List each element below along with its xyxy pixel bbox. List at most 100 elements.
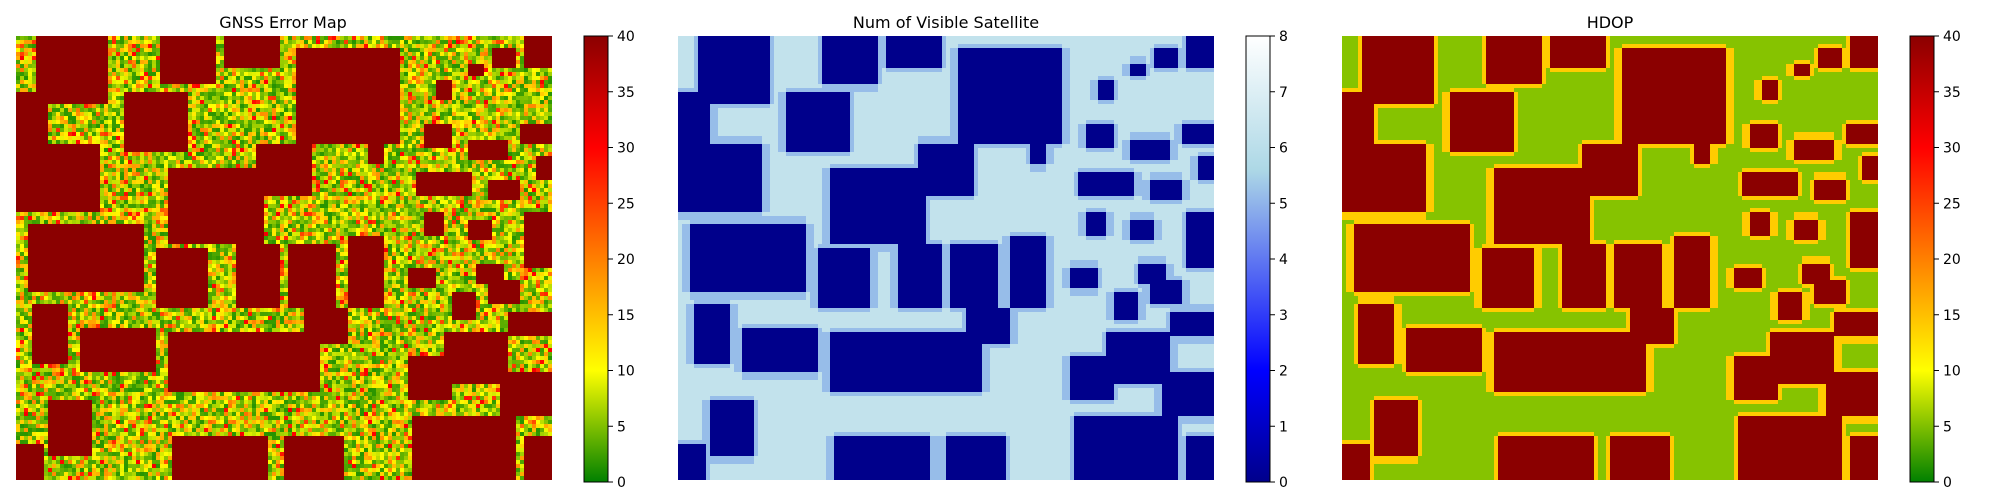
heatmap-cell [324, 92, 328, 96]
heatmap-cell [260, 64, 264, 68]
heatmap-cell [420, 84, 424, 88]
heatmap-cell [320, 60, 324, 64]
heatmap-cell [396, 72, 400, 76]
heatmap-cell [36, 52, 40, 56]
heatmap-cell [436, 48, 440, 52]
heatmap-cell [108, 96, 112, 100]
heatmap-cell [184, 88, 188, 92]
heatmap-cell [68, 72, 72, 76]
heatmap-cell [224, 52, 228, 56]
heatmap-cell [72, 52, 76, 56]
heatmap-cell [352, 72, 356, 76]
heatmap-cell [364, 36, 368, 40]
heatmap-cell [52, 64, 56, 68]
heatmap-cell [156, 52, 160, 56]
heatmap-cell [124, 60, 128, 64]
heatmap-cell [468, 48, 472, 52]
heatmap-cell [332, 52, 336, 56]
heatmap-cell [372, 68, 376, 72]
heatmap-cell [360, 36, 364, 40]
heatmap-cell [152, 100, 156, 104]
heatmap-cell [228, 72, 232, 76]
heatmap-cell [104, 40, 108, 44]
heatmap-cell [372, 36, 376, 40]
heatmap-cell [372, 104, 376, 108]
heatmap-cell [408, 68, 412, 72]
heatmap-cell [196, 60, 200, 64]
heatmap-cell [452, 40, 456, 44]
heatmap-cell [364, 104, 368, 108]
heatmap-cell [416, 44, 420, 48]
heatmap-cell [164, 96, 168, 100]
heatmap-cell [320, 104, 324, 108]
heatmap-cell [268, 52, 272, 56]
heatmap-cell [172, 48, 176, 52]
heatmap-cell [148, 40, 152, 44]
heatmap-cell [516, 76, 520, 80]
heatmap-cell [224, 76, 228, 80]
heatmap-cell [268, 104, 272, 108]
heatmap-cell [352, 80, 356, 84]
heatmap-cell [136, 60, 140, 64]
heatmap-cell [264, 48, 268, 52]
heatmap-cell [236, 40, 240, 44]
heatmap-cell [400, 64, 404, 68]
heatmap-cell [408, 36, 412, 40]
heatmap-cell [452, 104, 456, 108]
heatmap-cell [356, 104, 360, 108]
heatmap-cell [208, 76, 212, 80]
heatmap-cell [316, 48, 320, 52]
heatmap-cell [220, 84, 224, 88]
heatmap-cell [440, 88, 444, 92]
heatmap-cell [176, 80, 180, 84]
heatmap-cell [524, 56, 528, 60]
heatmap-cell [56, 84, 60, 88]
heatmap-cell [88, 60, 92, 64]
heatmap-cell [184, 92, 188, 96]
heatmap-cell [184, 96, 188, 100]
heatmap-cell [204, 84, 208, 88]
heatmap-cell [176, 88, 180, 92]
heatmap-cell [468, 104, 472, 108]
heatmap-cell [280, 36, 284, 40]
heatmap-cell [84, 80, 88, 84]
heatmap-cell [352, 52, 356, 56]
heatmap-cell [164, 104, 168, 108]
heatmap-cell [204, 76, 208, 80]
heatmap-cell [16, 80, 20, 84]
heatmap-cell [80, 64, 84, 68]
heatmap-cell [492, 72, 496, 76]
heatmap-cell [480, 48, 484, 52]
heatmap-cell [276, 96, 280, 100]
heatmap-cell [176, 40, 180, 44]
heatmap-cell [420, 48, 424, 52]
heatmap-cell [440, 76, 444, 80]
heatmap-cell [240, 52, 244, 56]
heatmap-cell [492, 64, 496, 68]
heatmap-cell [68, 52, 72, 56]
heatmap-cell [400, 52, 404, 56]
heatmap-cell [88, 48, 92, 52]
heatmap-cell [416, 100, 420, 104]
heatmap-cell [340, 80, 344, 84]
heatmap-cell [92, 88, 96, 92]
heatmap-cell [324, 52, 328, 56]
heatmap-cell [400, 72, 404, 76]
heatmap-cell [508, 72, 512, 76]
heatmap-cell [548, 44, 552, 48]
heatmap-cell [396, 84, 400, 88]
heatmap-cell [544, 52, 548, 56]
heatmap-cell [472, 72, 476, 76]
heatmap-cell [360, 88, 364, 92]
heatmap-cell [452, 56, 456, 60]
heatmap-cell [540, 64, 544, 68]
heatmap-cell [48, 76, 52, 80]
heatmap-cell [308, 72, 312, 76]
heatmap-cell [312, 52, 316, 56]
heatmap-cell [124, 72, 128, 76]
heatmap-cell [348, 48, 352, 52]
heatmap-cell [488, 52, 492, 56]
heatmap-cell [72, 40, 76, 44]
heatmap-cell [400, 80, 404, 84]
heatmap-cell [40, 80, 44, 84]
